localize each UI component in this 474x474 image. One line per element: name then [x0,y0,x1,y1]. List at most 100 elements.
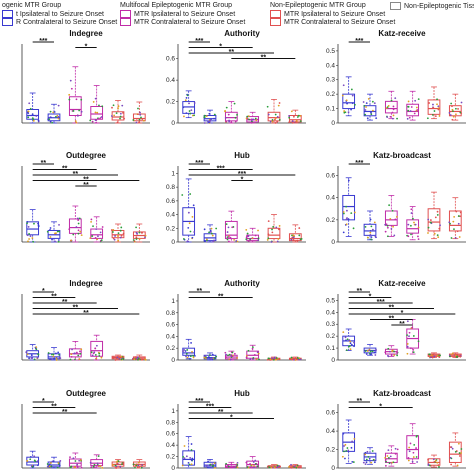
data-point [213,113,216,116]
data-point [181,464,184,467]
data-point [73,466,76,468]
data-point [189,456,192,459]
data-point [59,460,62,462]
data-point [72,110,75,112]
data-point [137,113,140,116]
data-point [278,465,280,468]
data-point [438,227,441,230]
data-point [137,464,140,467]
data-point [278,118,281,121]
box [288,233,302,242]
data-point [427,226,430,229]
significance-label: ** [399,321,405,328]
data-point [97,117,100,120]
data-point [270,466,273,469]
data-point [372,109,374,112]
legend-entry: MTR Ipsilateral to Seizure Onset [120,10,235,18]
data-point [113,238,116,241]
data-point [246,232,249,235]
data-point [135,121,138,124]
data-point [31,113,34,116]
y-tick-label: 0.8 [166,184,175,191]
data-point [117,232,120,235]
data-point [101,105,104,108]
box-panel: Katz-broadcast 0 0.2 0.4 0.6 *** [326,151,466,246]
data-point [388,462,391,465]
data-point [208,231,210,234]
data-point [183,445,186,447]
data-point [254,462,257,465]
data-point [209,357,212,360]
data-point [290,466,293,469]
data-point [364,451,367,454]
significance-label: ** [218,409,224,416]
y-tick-label: 1 [171,298,175,305]
data-point [69,358,72,361]
data-point [368,457,371,460]
y-tick-label: 0.2 [166,225,175,232]
significance-label: *** [217,166,225,173]
data-point [434,115,437,118]
data-point [415,447,417,449]
data-point [409,110,412,112]
data-point [433,460,436,463]
data-point [226,238,229,241]
data-point [205,238,208,241]
box [224,111,238,122]
data-point [140,358,143,361]
y-tick-label: 0.3 [326,321,335,328]
data-point [112,356,115,359]
data-point [294,121,297,123]
data-point [353,437,356,440]
data-point [412,351,415,354]
data-point [37,353,40,355]
data-point [235,239,238,242]
data-point [46,465,49,468]
data-point [257,229,259,232]
data-point [227,354,229,357]
data-point [449,354,451,357]
data-point [27,116,30,119]
legend-swatch [390,2,401,10]
data-point [257,237,260,240]
data-point [369,350,372,353]
data-point [448,112,451,114]
data-point [433,110,436,112]
data-point [37,222,39,225]
data-point [252,356,255,359]
data-point [26,460,29,462]
data-point [211,234,214,237]
data-point [70,239,72,242]
data-point [33,358,36,361]
data-point [141,118,144,120]
data-point [114,464,117,467]
data-point [271,357,273,360]
data-point [373,102,376,105]
data-point [365,353,368,355]
data-point [115,112,118,115]
data-point [431,113,434,116]
data-point [31,237,34,239]
data-point [458,455,461,457]
data-point [54,240,56,243]
data-point [407,235,410,238]
data-point [365,102,368,105]
data-point [434,216,437,219]
data-point [300,237,303,240]
data-point [373,461,376,464]
data-point [100,356,103,359]
data-point [406,352,409,355]
data-point [78,217,81,220]
data-point [26,222,28,225]
data-point [36,464,39,467]
legend-entry: R Contralateral to Seizure Onset [2,18,117,26]
data-point [136,357,138,360]
data-point [345,223,348,226]
data-point [188,110,191,112]
data-point [213,239,215,242]
data-point [58,223,60,226]
data-point [227,226,230,229]
data-point [373,221,376,224]
legend-label: Non-Epileptogenic Tissue [404,2,474,10]
data-point [246,466,249,468]
